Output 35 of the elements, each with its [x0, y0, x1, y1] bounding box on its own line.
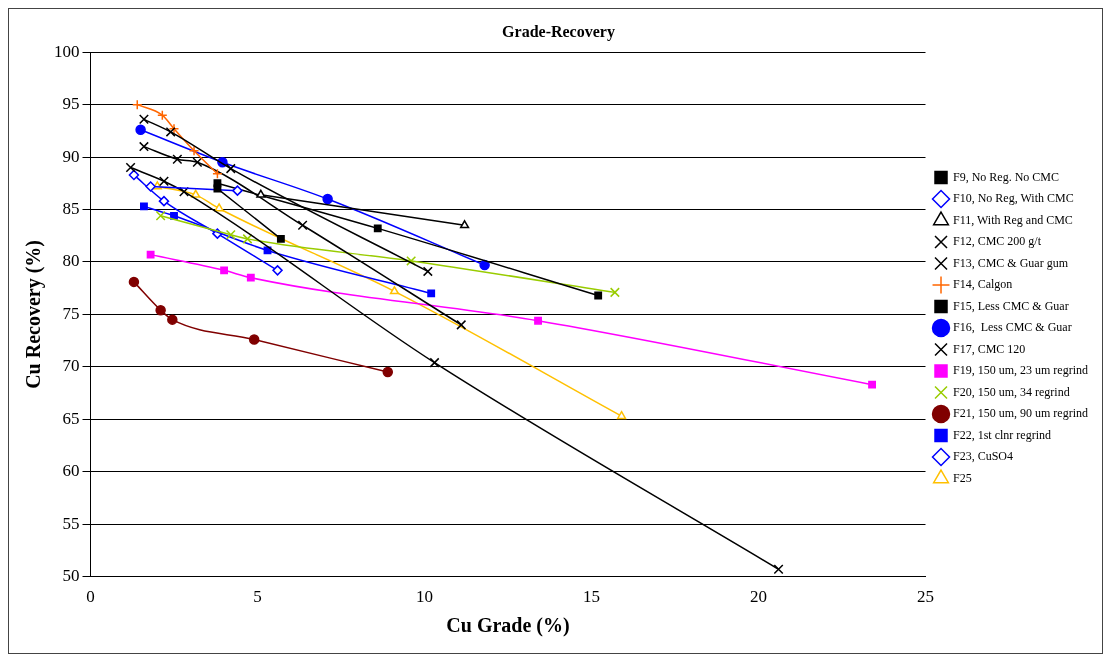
legend-label: F21, 150 um, 90 um regrind	[953, 406, 1089, 421]
y-tick-label: 70	[62, 356, 80, 376]
y-tick-label: 75	[62, 303, 80, 323]
x-tick-label: 25	[917, 587, 935, 607]
y-tick-label: 65	[62, 408, 80, 428]
y-tick-label: 55	[62, 513, 80, 533]
legend-label: F23, CuSO4	[953, 449, 1014, 464]
legend-label: F16, Less CMC & Guar	[953, 320, 1072, 335]
legend-label: F25	[953, 470, 972, 485]
y-tick-label: 90	[62, 146, 80, 166]
y-axis-title: Cu Recovery (%)	[22, 239, 46, 389]
y-tick-label: 60	[62, 461, 80, 481]
chart-title: Grade-Recovery	[502, 22, 615, 41]
y-tick-label: 50	[62, 566, 80, 586]
legend-label: F12, CMC 200 g/t	[953, 234, 1042, 249]
y-tick-label: 95	[62, 94, 80, 114]
legend-label: F15, Less CMC & Guar	[953, 298, 1069, 313]
legend-label: F14, Calgon	[953, 277, 1013, 292]
legend-label: F19, 150 um, 23 um regrind	[953, 363, 1089, 378]
legend-label: F9, No Reg. No CMC	[953, 169, 1060, 184]
x-tick-label: 5	[253, 587, 262, 607]
y-tick-label: 80	[62, 251, 80, 271]
x-tick-label: 20	[750, 587, 767, 607]
y-tick-label: 100	[54, 41, 80, 61]
legend-label: F22, 1st clnr regrind	[953, 427, 1052, 442]
x-tick-label: 10	[416, 587, 433, 607]
legend-label: F10, No Reg, With CMC	[953, 191, 1074, 206]
legend-label: F20, 150 um, 34 regrind	[953, 384, 1070, 399]
x-tick-label: 15	[583, 587, 600, 607]
legend-label: F17, CMC 120	[953, 341, 1026, 356]
legend-label: F11, With Reg and CMC	[953, 212, 1073, 227]
x-tick-label: 0	[86, 587, 95, 607]
y-tick-label: 85	[62, 198, 80, 218]
legend-label: F13, CMC & Guar gum	[953, 255, 1069, 270]
x-axis-title: Cu Grade (%)	[446, 614, 570, 638]
